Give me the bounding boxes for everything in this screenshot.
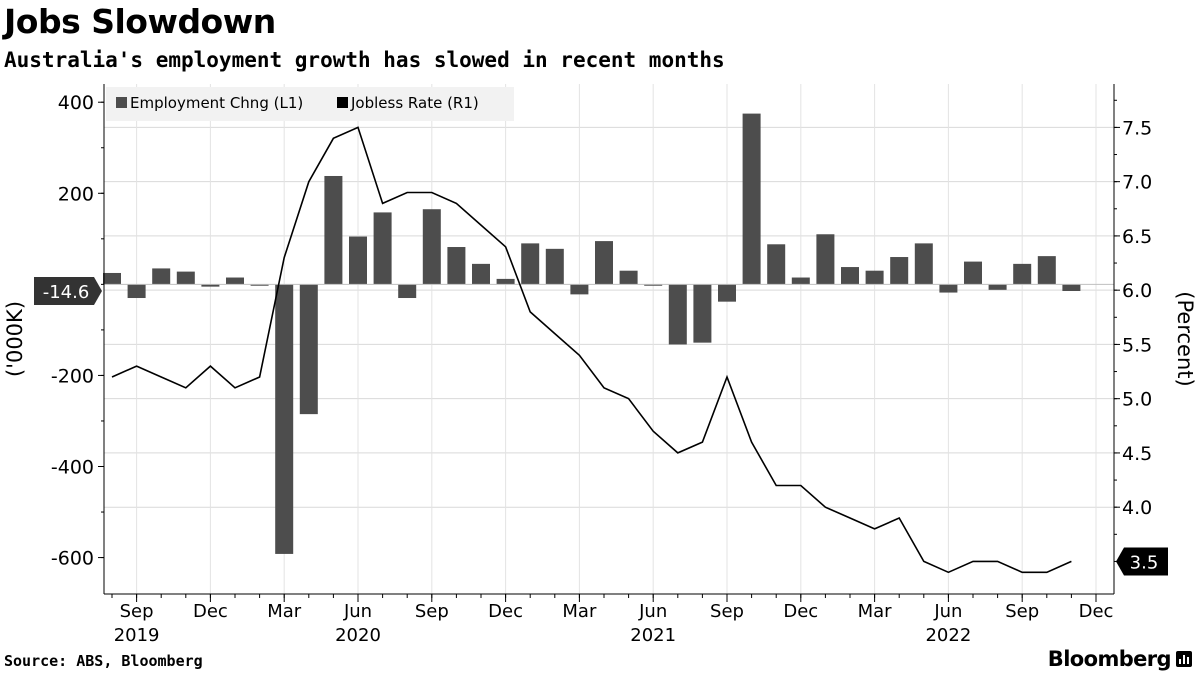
- left-tick-label: 200: [58, 183, 94, 205]
- employment-bar: [472, 263, 490, 285]
- left-tick-label: 400: [58, 92, 94, 114]
- employment-bar: [127, 284, 146, 299]
- employment-bar: [619, 270, 638, 285]
- employment-bar: [644, 284, 663, 286]
- legend-background: [106, 87, 514, 121]
- right-tick-label: 6.5: [1122, 226, 1152, 248]
- right-tick-label: 7.5: [1122, 117, 1152, 139]
- left-tick-label: -400: [51, 457, 94, 479]
- employment-bar: [275, 284, 294, 554]
- last-value-callouts: -14.6 3.5: [34, 277, 1168, 576]
- x-month-label: Mar: [858, 601, 893, 622]
- employment-bar: [718, 284, 736, 302]
- employment-bar: [299, 284, 318, 415]
- x-month-label: Sep: [415, 601, 449, 622]
- employment-bar: [1037, 256, 1056, 285]
- right-tick-label: 7.0: [1122, 172, 1152, 194]
- x-month-label: Jun: [343, 601, 372, 622]
- employment-bar: [103, 272, 121, 285]
- legend-label-jobless: Jobless Rate (R1): [350, 94, 479, 112]
- legend-swatch-jobless: [337, 97, 348, 108]
- brand-name: Bloomberg: [1047, 647, 1172, 671]
- x-year-label: 2019: [114, 625, 160, 646]
- right-tick-label: 4.5: [1122, 443, 1152, 465]
- right-tick-label: 5.0: [1122, 389, 1152, 411]
- right-tick-label: 4.0: [1122, 497, 1152, 519]
- employment-bar: [1062, 284, 1081, 292]
- employment-bar: [841, 267, 859, 285]
- employment-bar: [668, 284, 687, 345]
- employment-bar: [1013, 263, 1032, 285]
- x-month-label: Sep: [120, 601, 154, 622]
- x-year-label: 2022: [925, 625, 971, 646]
- x-year-label: 2021: [630, 625, 676, 646]
- x-month-label: Dec: [1079, 601, 1114, 622]
- x-month-label: Jun: [638, 601, 667, 622]
- grid-lines: [104, 84, 1114, 594]
- employment-bar: [570, 284, 589, 295]
- left-tick-label: -600: [51, 548, 94, 570]
- employment-bar: [816, 234, 835, 285]
- x-month-label: Dec: [783, 601, 818, 622]
- jobless-rate-line: [111, 126, 1072, 574]
- bloomberg-logo: Bloomberg: [1048, 645, 1192, 673]
- right-last-value: 3.5: [1130, 552, 1159, 573]
- x-month-label: Sep: [710, 601, 744, 622]
- employment-bar: [447, 247, 466, 285]
- source-note: Source: ABS, Bloomberg: [4, 652, 203, 670]
- employment-bar: [890, 257, 909, 285]
- employment-bar: [398, 284, 417, 299]
- x-month-label: Dec: [488, 601, 523, 622]
- employment-bar: [939, 284, 958, 293]
- x-month-label: Dec: [193, 601, 228, 622]
- employment-bar: [742, 113, 761, 285]
- employment-bar: [693, 284, 712, 343]
- x-month-label: Mar: [562, 601, 597, 622]
- left-last-value: -14.6: [43, 282, 90, 303]
- legend-swatch-employment: [116, 97, 127, 108]
- employment-bar: [349, 236, 367, 285]
- terminal-icon: [1176, 651, 1192, 667]
- employment-bar: [865, 270, 884, 285]
- employment-bar: [791, 277, 810, 285]
- right-last-value-tag: [1116, 547, 1168, 576]
- legend-label-employment: Employment Chng (L1): [130, 94, 303, 112]
- legend: Employment Chng (L1) Jobless Rate (R1): [106, 87, 514, 121]
- employment-bar: [250, 284, 269, 286]
- right-tick-label: 5.5: [1122, 334, 1152, 356]
- employment-bar: [964, 261, 982, 285]
- left-tick-label: -200: [51, 365, 94, 387]
- employment-bars: [103, 113, 1081, 554]
- left-axis-label: ('000K): [3, 301, 27, 377]
- chart-title: Jobs Slowdown: [4, 2, 276, 41]
- employment-bar: [767, 244, 786, 285]
- employment-bar: [988, 284, 1007, 290]
- x-month-label: Mar: [267, 601, 302, 622]
- employment-bar: [914, 243, 933, 285]
- x-month-label: Sep: [1005, 601, 1039, 622]
- axes: 400 200 -200 -400 -600 ('000K) 7.5 7.0 6.5 6.0 5.5…: [3, 84, 1197, 646]
- employment-bar: [176, 271, 195, 285]
- employment-bar: [496, 278, 515, 285]
- employment-bar: [152, 268, 171, 285]
- left-last-value-tag: [34, 277, 102, 306]
- employment-bar: [595, 241, 613, 285]
- employment-bar: [422, 209, 441, 285]
- employment-bar: [373, 212, 392, 285]
- right-tick-label: 6.0: [1122, 280, 1152, 302]
- x-year-label: 2020: [335, 625, 381, 646]
- employment-bar: [545, 248, 564, 285]
- right-axis-label: (Percent): [1173, 291, 1197, 386]
- x-month-label: Jun: [933, 601, 962, 622]
- employment-bar: [324, 175, 343, 285]
- chart-subtitle: Australia's employment growth has slowed…: [4, 48, 725, 72]
- employment-bar: [521, 243, 540, 285]
- employment-bar: [201, 284, 220, 287]
- employment-bar: [226, 277, 244, 285]
